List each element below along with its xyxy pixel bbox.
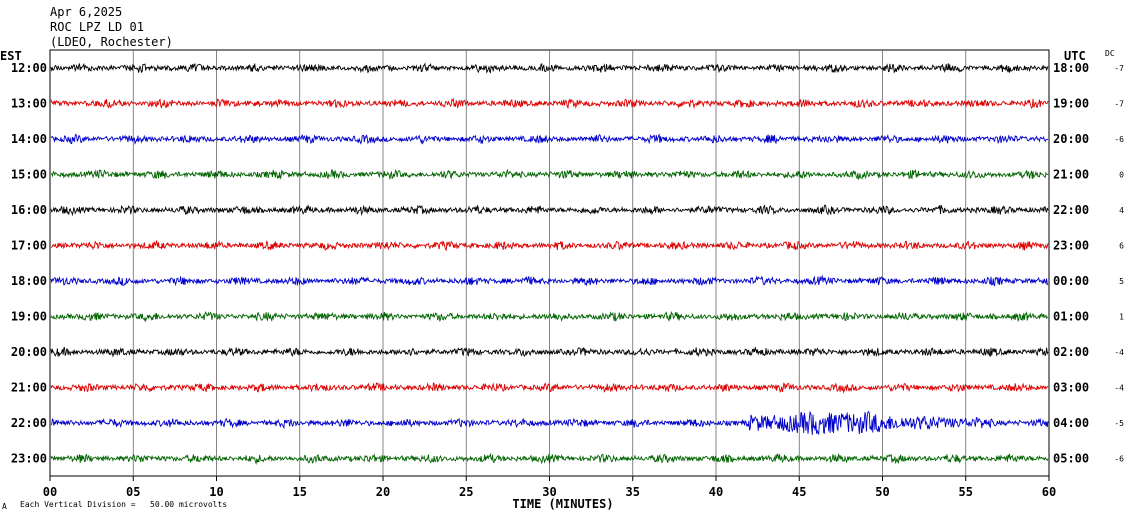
est-label-1300: 13:00 bbox=[11, 97, 47, 111]
est-label-2000: 20:00 bbox=[11, 345, 47, 359]
x-tick-label-50: 50 bbox=[875, 485, 889, 499]
dc-value-4: 4 bbox=[1119, 206, 1124, 215]
trace-1200 bbox=[50, 62, 1049, 74]
x-tick-label-20: 20 bbox=[376, 485, 390, 499]
right-zone-label: UTC bbox=[1064, 49, 1086, 63]
dc-value-1: -7 bbox=[1114, 100, 1124, 109]
est-label-1900: 19:00 bbox=[11, 310, 47, 324]
trace-1400 bbox=[50, 133, 1049, 145]
est-label-1700: 17:00 bbox=[11, 239, 47, 253]
x-tick-label-30: 30 bbox=[542, 485, 556, 499]
utc-label-2200: 22:00 bbox=[1053, 203, 1089, 217]
utc-label-2300: 23:00 bbox=[1053, 239, 1089, 253]
trace-1900 bbox=[50, 310, 1049, 323]
header-date: Apr 6,2025 bbox=[50, 5, 123, 19]
x-tick-label-60: 60 bbox=[1042, 485, 1056, 499]
dc-value-9: -4 bbox=[1114, 384, 1124, 393]
header-network: (LDEO, Rochester) bbox=[50, 35, 173, 49]
trace-2000 bbox=[50, 346, 1049, 358]
trace-1300 bbox=[50, 97, 1049, 110]
dc-value-2: -6 bbox=[1114, 135, 1124, 144]
est-label-1800: 18:00 bbox=[11, 274, 47, 288]
x-tick-label-25: 25 bbox=[459, 485, 473, 499]
utc-label-2000: 20:00 bbox=[1053, 132, 1089, 146]
dc-value-0: -7 bbox=[1114, 64, 1124, 73]
x-tick-label-55: 55 bbox=[959, 485, 973, 499]
trace-2300 bbox=[50, 452, 1049, 466]
dc-value-5: 6 bbox=[1119, 242, 1124, 251]
x-tick-label-10: 10 bbox=[209, 485, 223, 499]
scale-note: Each Vertical Division = 50.00 microvolt… bbox=[20, 500, 228, 509]
utc-label-0000: 00:00 bbox=[1053, 274, 1089, 288]
est-label-1200: 12:00 bbox=[11, 61, 47, 75]
dc-value-6: 5 bbox=[1119, 277, 1124, 286]
dc-value-11: -6 bbox=[1114, 455, 1124, 464]
x-tick-label-00: 00 bbox=[43, 485, 57, 499]
x-axis-label: TIME (MINUTES) bbox=[512, 497, 613, 511]
utc-label-0400: 04:00 bbox=[1053, 416, 1089, 430]
utc-label-0300: 03:00 bbox=[1053, 381, 1089, 395]
x-tick-label-40: 40 bbox=[709, 485, 723, 499]
trace-2200 bbox=[50, 410, 1049, 436]
est-label-2200: 22:00 bbox=[11, 416, 47, 430]
utc-label-0200: 02:00 bbox=[1053, 345, 1089, 359]
est-label-1500: 15:00 bbox=[11, 168, 47, 182]
est-label-2100: 21:00 bbox=[11, 381, 47, 395]
dc-value-3: 0 bbox=[1119, 171, 1124, 180]
est-label-2300: 23:00 bbox=[11, 452, 47, 466]
dc-value-8: -4 bbox=[1114, 348, 1124, 357]
utc-label-1900: 19:00 bbox=[1053, 97, 1089, 111]
utc-label-0100: 01:00 bbox=[1053, 310, 1089, 324]
dc-value-10: -5 bbox=[1114, 419, 1124, 428]
dc-label: DC bbox=[1105, 49, 1115, 58]
footer-mark: A bbox=[2, 502, 7, 511]
trace-2100 bbox=[50, 382, 1049, 394]
utc-label-2100: 21:00 bbox=[1053, 168, 1089, 182]
trace-1600 bbox=[50, 204, 1049, 217]
x-tick-label-35: 35 bbox=[626, 485, 640, 499]
trace-1800 bbox=[50, 274, 1049, 287]
x-tick-label-45: 45 bbox=[792, 485, 806, 499]
x-tick-label-05: 05 bbox=[126, 485, 140, 499]
trace-1700 bbox=[50, 239, 1049, 252]
est-label-1600: 16:00 bbox=[11, 203, 47, 217]
header-station: ROC LPZ LD 01 bbox=[50, 20, 144, 34]
dc-value-7: 1 bbox=[1119, 313, 1124, 322]
trace-1500 bbox=[50, 168, 1049, 181]
utc-label-0500: 05:00 bbox=[1053, 452, 1089, 466]
left-zone-label: EST bbox=[0, 49, 22, 63]
utc-label-1800: 18:00 bbox=[1053, 61, 1089, 75]
x-tick-label-15: 15 bbox=[293, 485, 307, 499]
est-label-1400: 14:00 bbox=[11, 132, 47, 146]
